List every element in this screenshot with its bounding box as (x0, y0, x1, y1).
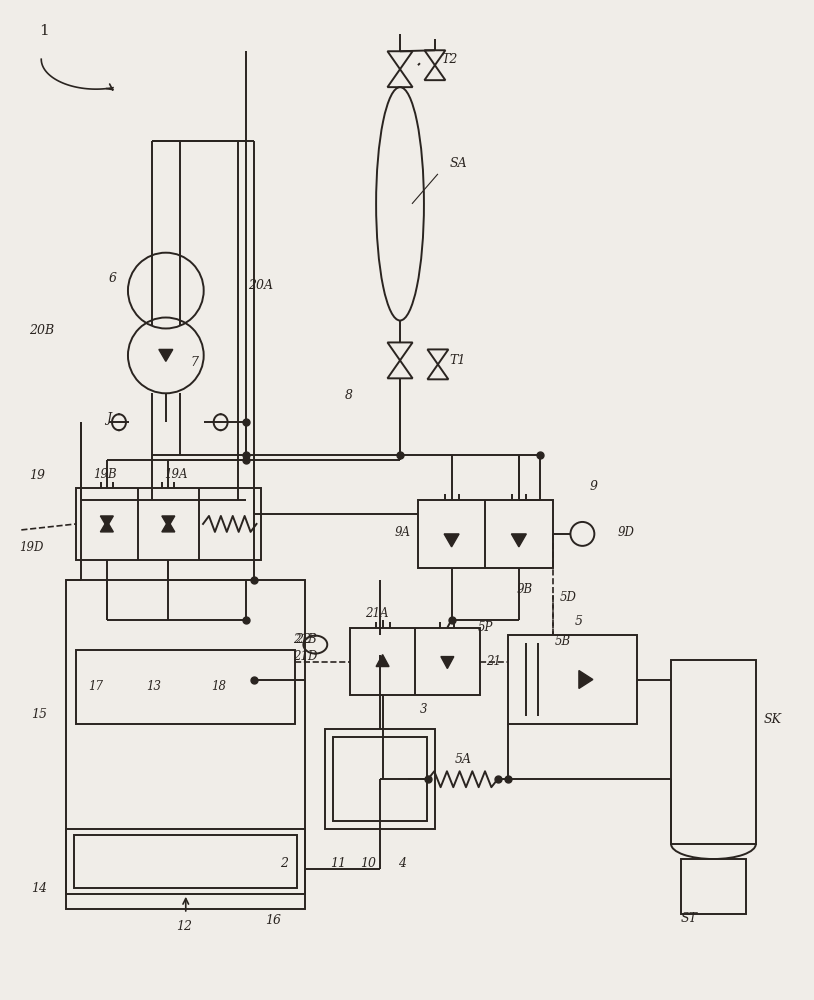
Text: J: J (106, 412, 111, 425)
Bar (66, 580, 305, 909)
Text: 21B: 21B (293, 633, 317, 646)
Text: 21D: 21D (293, 650, 317, 663)
Text: T2: T2 (442, 53, 458, 66)
Bar (671, 660, 756, 844)
Polygon shape (100, 516, 113, 527)
Text: 5D: 5D (559, 591, 576, 604)
Polygon shape (162, 516, 175, 527)
Text: 5B: 5B (554, 635, 571, 648)
Text: 7: 7 (190, 356, 199, 369)
Polygon shape (511, 534, 527, 547)
Bar (77, 650, 295, 724)
Text: 19A: 19A (164, 468, 188, 481)
Text: 11: 11 (330, 857, 346, 870)
Text: 9D: 9D (617, 526, 634, 539)
Text: 14: 14 (31, 882, 47, 895)
Text: SK: SK (764, 713, 781, 726)
Text: 19B: 19B (93, 468, 116, 481)
Text: 16: 16 (265, 914, 282, 927)
Text: SA: SA (450, 157, 467, 170)
Text: 3: 3 (420, 703, 427, 716)
Text: 10: 10 (360, 857, 376, 870)
Text: 20B: 20B (29, 324, 55, 337)
Text: 5: 5 (575, 615, 583, 628)
Text: 13: 13 (146, 680, 161, 693)
Text: 9A: 9A (395, 526, 411, 539)
Text: 6: 6 (109, 272, 117, 285)
Text: 1: 1 (39, 24, 49, 38)
Text: ST: ST (681, 912, 698, 925)
Polygon shape (444, 534, 459, 547)
Text: 4: 4 (398, 857, 406, 870)
Polygon shape (376, 655, 389, 667)
Bar (333, 737, 427, 821)
Polygon shape (159, 349, 173, 361)
Text: 2: 2 (281, 857, 288, 870)
Text: 19D: 19D (20, 541, 44, 554)
Text: 5A: 5A (455, 753, 472, 766)
Bar (350, 628, 479, 695)
Bar (681, 859, 746, 914)
Polygon shape (441, 657, 454, 669)
Bar (418, 500, 553, 568)
Text: 12: 12 (176, 920, 192, 933)
Bar (508, 635, 637, 724)
Text: 9: 9 (589, 480, 597, 493)
Text: 22: 22 (295, 633, 312, 646)
Text: 9B: 9B (517, 583, 532, 596)
Text: 21: 21 (486, 655, 501, 668)
Text: 21A: 21A (365, 607, 388, 620)
Bar (74, 835, 297, 888)
Polygon shape (162, 521, 175, 532)
Bar (77, 488, 260, 560)
Text: 17: 17 (88, 680, 103, 693)
Text: 19: 19 (29, 469, 46, 482)
Text: 18: 18 (211, 680, 225, 693)
Text: T1: T1 (450, 354, 466, 367)
Text: 8: 8 (345, 389, 353, 402)
Text: 5P: 5P (478, 621, 493, 634)
Polygon shape (579, 671, 593, 688)
Text: 15: 15 (31, 708, 47, 721)
Text: 20A: 20A (248, 279, 274, 292)
Polygon shape (100, 521, 113, 532)
Bar (66, 829, 305, 894)
Bar (326, 729, 435, 829)
